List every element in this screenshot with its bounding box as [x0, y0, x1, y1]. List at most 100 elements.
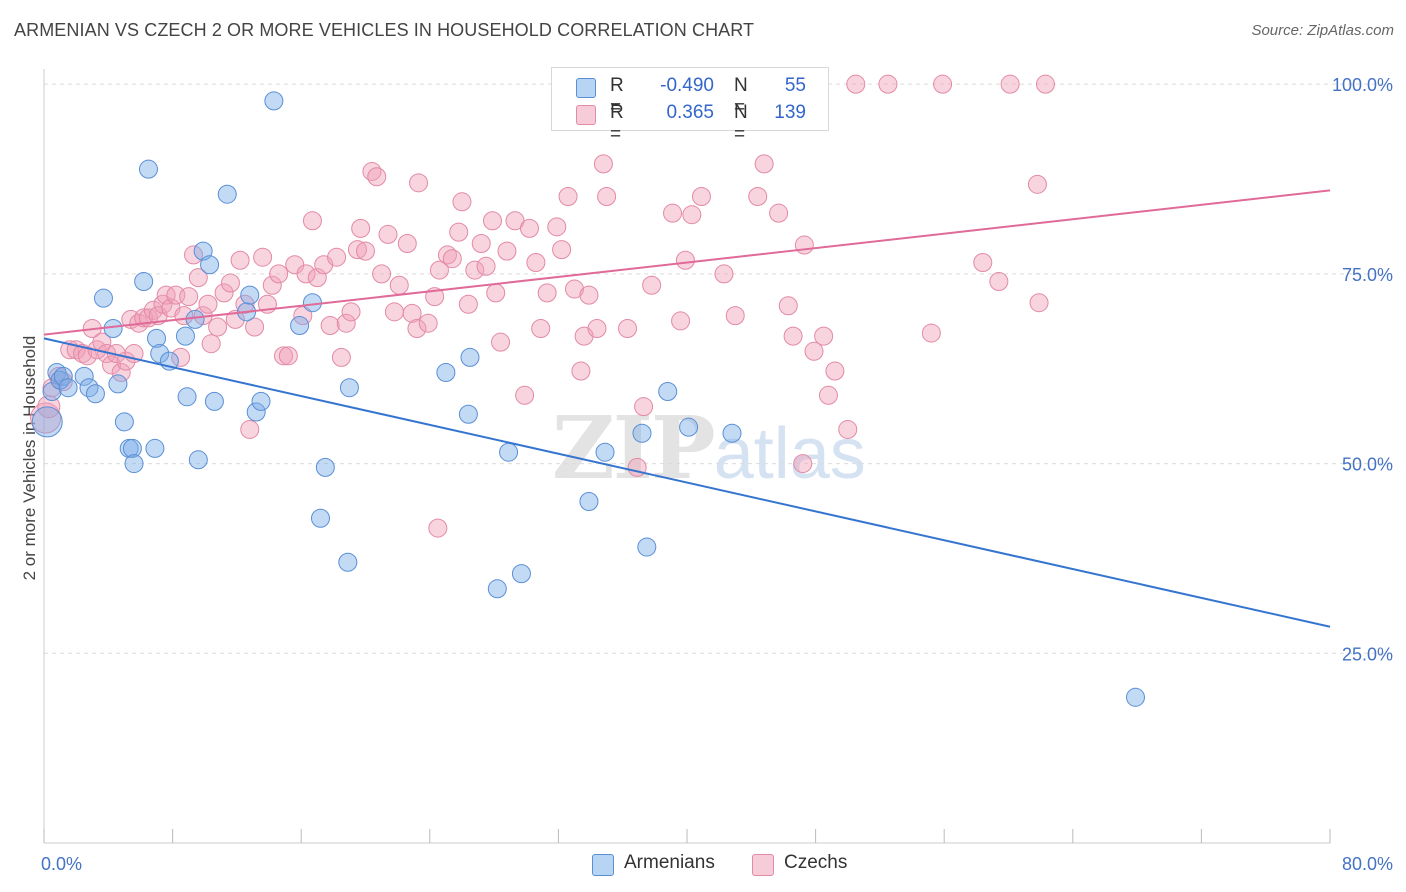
czechs-point	[201, 334, 221, 354]
czechs-point	[794, 235, 814, 255]
armenians-point	[93, 288, 113, 308]
czechs-point	[327, 247, 347, 267]
czechs-point	[933, 74, 953, 94]
czechs-point	[663, 203, 683, 223]
czechs-point	[769, 203, 789, 223]
czechs-point	[878, 74, 898, 94]
armenians-point	[53, 366, 73, 386]
armenians-point	[122, 438, 142, 458]
armenians-point	[302, 293, 322, 313]
armenians-point	[264, 91, 284, 111]
czechs-point	[552, 240, 572, 260]
trend-lines	[43, 189, 1331, 628]
czechs-point	[356, 241, 375, 261]
czechs-point	[593, 154, 613, 174]
armenians-point	[595, 442, 615, 462]
czechs-point	[571, 361, 591, 381]
czechs-point	[367, 167, 387, 187]
armenians-swatch	[576, 78, 596, 98]
y-tick-label: 50.0%	[1342, 455, 1393, 475]
czechs-point	[675, 250, 695, 270]
czechs-point	[921, 323, 941, 343]
czechs-point	[208, 317, 228, 337]
armenians-point	[240, 285, 260, 305]
czechs-point	[587, 319, 607, 339]
czechs-point	[725, 306, 745, 326]
czechs-point	[418, 313, 438, 333]
y-tick-label: 100.0%	[1332, 75, 1393, 95]
r-label: R =	[610, 75, 624, 118]
czechs-point	[497, 241, 517, 261]
r-label: R =	[610, 102, 624, 145]
czechs-point	[225, 309, 245, 329]
armenians-point	[138, 159, 158, 179]
armenians-point	[338, 552, 358, 572]
czechs-point	[793, 454, 813, 474]
czechs-point	[235, 294, 255, 314]
czechs-point	[347, 240, 367, 260]
czechs-point	[278, 346, 298, 366]
czechs-point	[214, 283, 234, 303]
armenians-point	[290, 315, 310, 335]
armenians-point	[200, 255, 220, 275]
czechs-point	[519, 218, 539, 238]
armenians-point	[658, 382, 678, 401]
czechs-legend-swatch	[752, 854, 774, 876]
czechs-point	[482, 211, 502, 231]
n-value: 139	[774, 102, 806, 123]
czechs-point	[838, 419, 858, 439]
czechs-point	[397, 234, 417, 254]
czechs-point	[409, 173, 429, 193]
czechs-point	[671, 311, 691, 331]
armenians-point	[579, 492, 599, 512]
armenians-point	[177, 387, 197, 407]
x-tick-label: 80.0%	[1342, 854, 1393, 874]
x-tick-label: 0.0%	[41, 854, 82, 874]
czechs-point	[754, 154, 774, 174]
armenians-point	[511, 564, 531, 584]
armenians-point	[637, 537, 657, 557]
czechs-point	[846, 74, 866, 94]
czechs-point	[269, 264, 289, 284]
armenians-legend-swatch	[592, 854, 614, 876]
armenians-point	[1125, 687, 1145, 707]
armenians-point	[147, 328, 167, 348]
czechs-point	[515, 385, 535, 405]
czechs-point	[804, 341, 824, 361]
czechs-point	[471, 234, 491, 254]
czechs-point	[407, 319, 427, 339]
czechs-point	[274, 346, 294, 366]
y-tick-label: 25.0%	[1342, 644, 1393, 664]
czechs-point	[989, 271, 1009, 291]
czechs-trend-line	[43, 189, 1331, 336]
czechs-point	[77, 346, 97, 366]
czechs-point	[156, 285, 176, 305]
czechs-point	[351, 218, 371, 238]
armenians-legend-label: Armenians	[624, 852, 715, 873]
czechs-point	[778, 296, 798, 316]
y-tick-label: 75.0%	[1342, 265, 1393, 285]
czechs-point	[634, 397, 654, 417]
czechs-point	[240, 419, 260, 439]
armenians-point	[114, 412, 134, 432]
czechs-point	[341, 302, 361, 322]
armenians-point	[175, 326, 195, 346]
czechs-point	[402, 303, 422, 323]
armenians-point	[74, 366, 94, 386]
czechs-point	[449, 222, 469, 242]
n-label: N =	[734, 102, 748, 145]
n-value: 55	[784, 75, 806, 96]
czechs-point	[597, 186, 617, 206]
czechs-point	[1027, 174, 1047, 194]
armenians-point	[85, 384, 105, 404]
czechs-point	[262, 275, 282, 295]
czechs-point	[814, 326, 834, 346]
armenians-point	[47, 363, 67, 383]
czechs-swatch	[576, 105, 596, 125]
czechs-point	[486, 283, 506, 303]
armenians-point	[50, 370, 70, 390]
czechs-point	[384, 302, 404, 322]
armenians-point	[487, 579, 507, 599]
czechs-point	[442, 249, 462, 269]
